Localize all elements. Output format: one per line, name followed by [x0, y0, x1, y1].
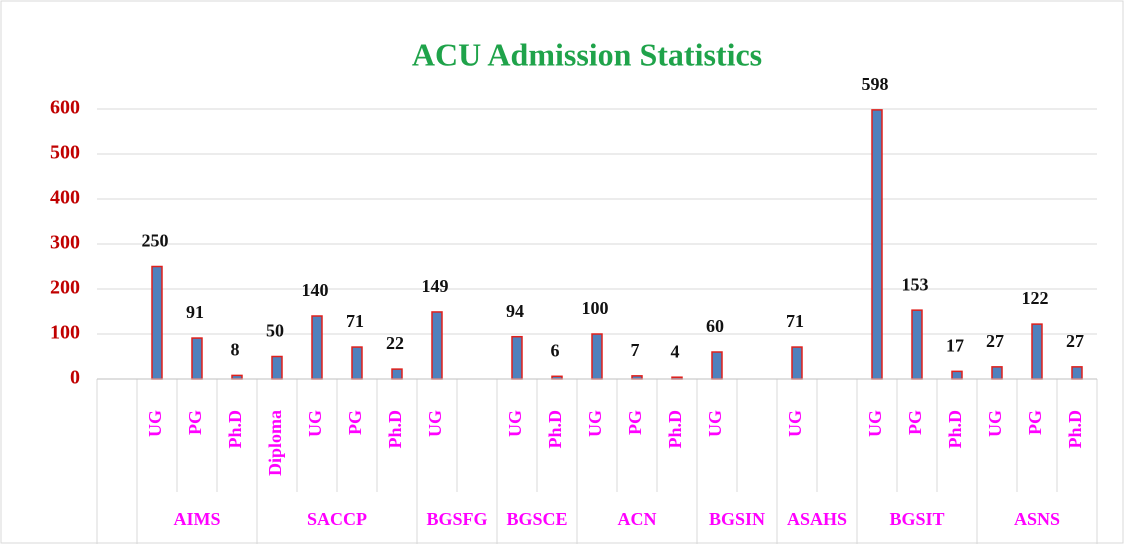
data-label: 22 — [386, 333, 404, 353]
x-tick-label: PG — [625, 410, 645, 435]
bar — [191, 337, 203, 380]
group-label: BGSFG — [426, 509, 487, 529]
bar — [591, 333, 603, 380]
bar — [431, 311, 443, 380]
x-tick-label: PG — [1025, 410, 1045, 435]
x-tick-label: Ph.D — [665, 410, 685, 449]
x-tick-label: Diploma — [265, 410, 285, 476]
data-label: 94 — [506, 301, 524, 321]
data-label: 598 — [862, 74, 889, 94]
data-label: 4 — [671, 341, 680, 361]
data-label: 153 — [902, 274, 929, 294]
bar — [271, 355, 283, 380]
bar — [1071, 366, 1083, 380]
x-tick-label: UG — [785, 410, 805, 437]
chart-title: ACU Admission Statistics — [412, 36, 762, 72]
bar — [351, 346, 363, 380]
x-tick-label: Ph.D — [945, 410, 965, 449]
data-label: 27 — [986, 331, 1004, 351]
data-label: 50 — [266, 321, 284, 341]
group-label: ASNS — [1014, 509, 1060, 529]
bar — [791, 346, 803, 380]
y-tick-label: 100 — [50, 322, 80, 344]
data-label: 140 — [302, 280, 329, 300]
data-label: 91 — [186, 302, 204, 322]
bar — [911, 309, 923, 380]
bar — [391, 368, 403, 380]
x-tick-label: UG — [585, 410, 605, 437]
group-label: BGSIN — [709, 509, 765, 529]
x-tick-label: PG — [905, 410, 925, 435]
data-label: 250 — [142, 231, 169, 251]
data-label: 27 — [1066, 331, 1084, 351]
bar — [991, 366, 1003, 380]
bar — [711, 351, 723, 380]
x-tick-label: UG — [145, 410, 165, 437]
data-label: 149 — [422, 276, 449, 296]
group-label: SACCP — [307, 509, 367, 529]
data-label: 122 — [1022, 288, 1049, 308]
x-tick-label: Ph.D — [225, 410, 245, 449]
data-label: 71 — [346, 311, 364, 331]
x-tick-label: UG — [865, 410, 885, 437]
x-tick-label: UG — [425, 410, 445, 437]
y-tick-label: 400 — [50, 187, 80, 209]
bar — [871, 109, 883, 380]
y-tick-label: 0 — [70, 367, 80, 389]
bar — [231, 374, 243, 380]
x-tick-label: PG — [185, 410, 205, 435]
data-label: 100 — [582, 298, 609, 318]
data-label: 60 — [706, 316, 724, 336]
bar — [951, 370, 963, 380]
data-label: 17 — [946, 335, 964, 355]
y-tick-label: 600 — [50, 97, 80, 119]
x-tick-label: Ph.D — [385, 410, 405, 449]
bar — [151, 265, 163, 380]
x-tick-label: UG — [305, 410, 325, 437]
data-label: 8 — [231, 340, 240, 360]
x-tick-label: Ph.D — [545, 410, 565, 449]
bar — [311, 315, 323, 380]
data-label: 6 — [551, 340, 560, 360]
data-label: 71 — [786, 311, 804, 331]
group-label: BGSIT — [889, 509, 944, 529]
x-tick-label: PG — [345, 410, 365, 435]
x-tick-label: UG — [985, 410, 1005, 437]
y-tick-label: 200 — [50, 277, 80, 299]
y-tick-label: 300 — [50, 232, 80, 254]
group-label: ASAHS — [787, 509, 847, 529]
bar — [511, 335, 523, 380]
bar — [1031, 323, 1043, 380]
x-tick-label: UG — [705, 410, 725, 437]
group-label: BGSCE — [506, 509, 567, 529]
data-label: 7 — [631, 340, 640, 360]
group-label: ACN — [618, 509, 657, 529]
x-tick-label: Ph.D — [1065, 410, 1085, 449]
x-tick-label: UG — [505, 410, 525, 437]
group-label: AIMS — [173, 509, 220, 529]
y-tick-label: 500 — [50, 142, 80, 164]
